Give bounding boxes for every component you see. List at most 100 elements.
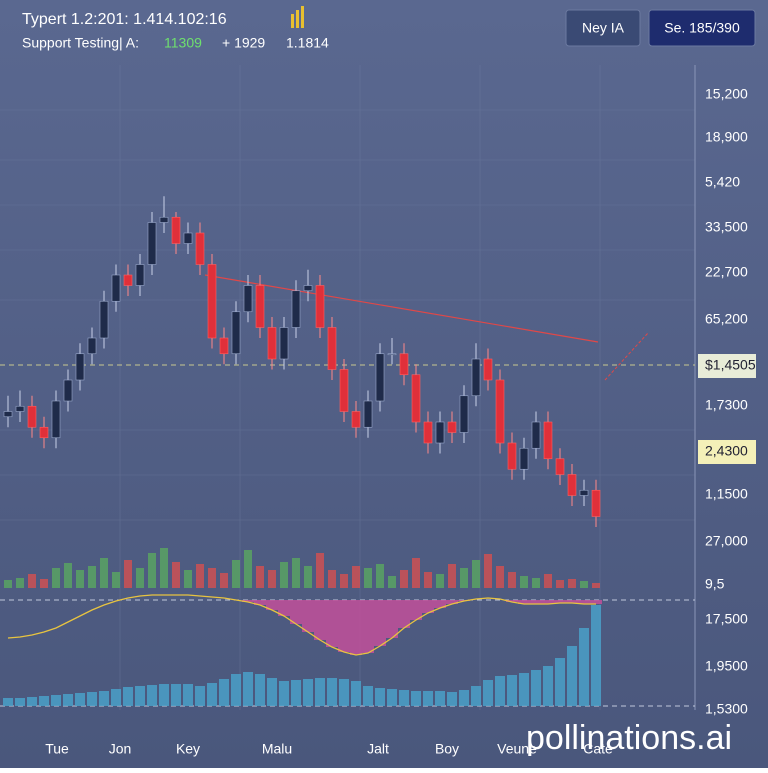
volume-bar	[88, 566, 96, 588]
volume-bar	[484, 554, 492, 588]
time-label: Key	[176, 741, 200, 757]
indicator-bar	[399, 690, 409, 706]
candle-body	[459, 395, 469, 433]
candle-body	[75, 353, 85, 381]
histogram-bar	[518, 600, 530, 604]
candle-body	[39, 426, 49, 439]
candle-body	[483, 358, 493, 381]
indicator-bar	[471, 686, 481, 706]
histogram-bar	[338, 600, 350, 652]
indicator-bar	[147, 685, 157, 706]
volume-bar	[112, 572, 120, 588]
volume-bar	[244, 550, 252, 588]
button[interactable]	[648, 9, 756, 47]
indicator-bar	[159, 684, 169, 706]
indicator-bar	[27, 697, 37, 706]
candle-body	[231, 311, 241, 355]
candle-body	[99, 300, 109, 339]
watermark: pollinations.ai	[526, 719, 732, 757]
candle-body	[303, 285, 313, 292]
candle-body	[27, 405, 37, 428]
indicator-bar	[507, 675, 517, 706]
indicator-bar	[51, 695, 61, 706]
candle-body	[291, 290, 301, 328]
histogram-bar	[374, 600, 386, 646]
price-label: 1,1500	[705, 486, 748, 502]
volume-bar	[280, 562, 288, 588]
indicator-bar	[231, 674, 241, 706]
time-label: Malu	[262, 741, 292, 757]
indicator-bar	[15, 698, 25, 706]
volume-bar	[436, 574, 444, 588]
volume-bar	[220, 573, 228, 588]
indicator-bar	[339, 679, 349, 706]
volume-bar	[292, 558, 300, 588]
volume-bar	[508, 572, 516, 588]
candle-body	[123, 274, 133, 286]
volume-bar	[52, 568, 60, 588]
volume-bar	[16, 578, 24, 588]
volume-bar	[148, 553, 156, 588]
indicator-bar	[435, 691, 445, 706]
button-label[interactable]: Se. 185/390	[664, 20, 740, 36]
volume-bar	[340, 574, 348, 588]
volume-bar	[256, 566, 264, 588]
volume-bar	[460, 568, 468, 588]
indicator-bar	[111, 689, 121, 706]
price-label: 1,9500	[705, 658, 748, 674]
candle-body	[435, 421, 445, 444]
price-label: 22,700	[705, 264, 748, 280]
candle-body	[111, 274, 121, 302]
candle-body	[555, 458, 565, 475]
button-label[interactable]: Ney IA	[582, 20, 625, 36]
candle-body	[15, 405, 25, 412]
histogram-bar	[590, 600, 602, 604]
indicator-bar	[39, 696, 49, 706]
histogram-bar	[302, 600, 314, 632]
histogram-bar	[290, 600, 302, 624]
volume-bar	[400, 570, 408, 588]
candle-body	[171, 216, 181, 244]
candle-body	[471, 358, 481, 397]
price-label: 1,5300	[705, 701, 748, 717]
histogram-bar	[242, 600, 254, 602]
candle-body	[375, 353, 385, 402]
candle-body	[411, 374, 421, 423]
indicator-bar	[387, 689, 397, 706]
price-label: 17,500	[705, 611, 748, 627]
candle-body	[399, 353, 409, 376]
candle-body	[423, 421, 433, 444]
histogram-bar	[578, 600, 590, 604]
volume-bar	[232, 560, 240, 588]
indicator-bar	[579, 628, 589, 706]
indicator-bar	[363, 686, 373, 706]
volume-bar	[328, 570, 336, 588]
candle-body	[255, 285, 265, 328]
button[interactable]	[565, 9, 641, 47]
candle-body	[315, 285, 325, 328]
histogram-bar	[278, 600, 290, 616]
volume-bar	[160, 548, 168, 588]
volume-bar	[556, 580, 564, 588]
indicator-bar	[303, 679, 313, 706]
signal-icon	[301, 6, 304, 28]
candle-body	[363, 400, 373, 428]
indicator-bar	[207, 683, 217, 706]
volume-bar	[424, 572, 432, 588]
histogram-bar	[542, 600, 554, 604]
candle-body	[51, 400, 61, 439]
indicator-bar	[75, 693, 85, 706]
time-label: Tue	[45, 741, 69, 757]
candle-body	[531, 421, 541, 449]
change: 11309	[164, 35, 202, 51]
volume-bar	[532, 578, 540, 588]
volume-bar	[316, 553, 324, 588]
histogram-bar	[506, 600, 518, 602]
indicator-bar	[519, 673, 529, 706]
histogram-bar	[422, 600, 434, 613]
volume-bar	[76, 570, 84, 588]
subtitle: Support Testing| A:	[22, 35, 139, 51]
signal-icon	[291, 14, 294, 28]
volume-bar	[472, 560, 480, 588]
volume-bar	[40, 579, 48, 588]
